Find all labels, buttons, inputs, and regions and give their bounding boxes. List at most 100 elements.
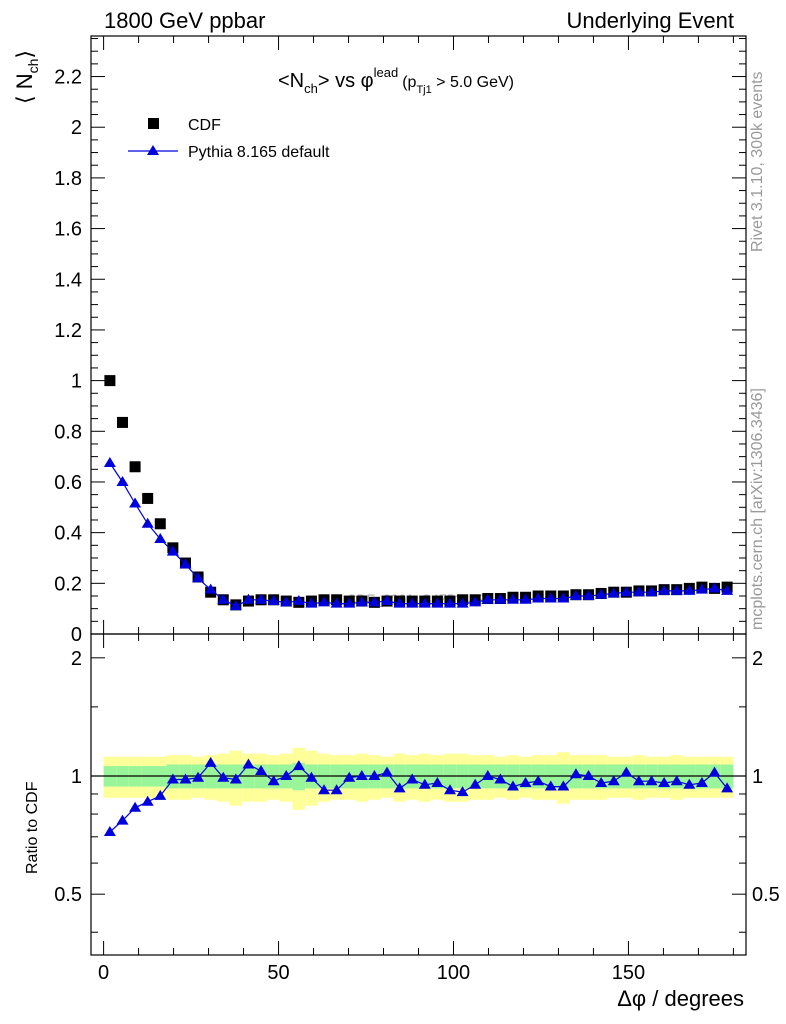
pythia-point — [393, 597, 406, 608]
main-ylabel: ⟨ Nch⟩ — [12, 50, 41, 104]
ratio-point — [355, 770, 368, 781]
pythia-point — [229, 600, 242, 611]
main-ytick-label: 0.4 — [54, 523, 82, 545]
ratio-xtick-label: 0 — [98, 962, 109, 984]
pythia-point — [166, 545, 179, 556]
pythia-point — [179, 558, 192, 569]
ratio-ytick-label: 0.5 — [54, 884, 82, 906]
ratio-ytick-label: 1 — [71, 766, 82, 788]
pythia-point — [620, 586, 633, 597]
ratio-point — [607, 775, 620, 786]
ratio-point — [620, 766, 633, 777]
pythia-point — [683, 584, 696, 595]
ratio-point — [242, 758, 255, 769]
ratio-point — [381, 766, 394, 777]
pythia-point — [318, 596, 331, 607]
ratio-point — [103, 826, 116, 837]
main-ytick-label: 1 — [71, 371, 82, 393]
pythia-point — [103, 456, 116, 467]
pythia-point — [141, 517, 154, 528]
ratio-point — [708, 766, 721, 777]
ratio-point — [494, 773, 507, 784]
pythia-point — [242, 593, 255, 604]
ratio-point — [116, 814, 129, 825]
legend-cdf-label: CDF — [188, 117, 221, 134]
ratio-point — [267, 775, 280, 786]
legend-pythia-label: Pythia 8.165 default — [188, 144, 330, 161]
main-ytick-label: 2 — [71, 117, 82, 139]
main-ytick-label: 0 — [71, 624, 82, 646]
ratio-point — [632, 775, 645, 786]
ratio-point — [280, 770, 293, 781]
pythia-point — [708, 582, 721, 593]
legend-cdf-marker — [148, 118, 159, 129]
main-ytick-label: 1.6 — [54, 219, 82, 241]
main-ytick-label: 0.2 — [54, 573, 82, 595]
ratio-point — [166, 773, 179, 784]
pythia-point — [506, 593, 519, 604]
ratio-xtick-label: 100 — [437, 962, 470, 984]
ratio-point — [721, 782, 734, 793]
ratio-ytick-label-right: 2 — [752, 648, 763, 670]
ratio-point — [330, 784, 343, 795]
ratio-point — [645, 775, 658, 786]
ratio-ylabel: Ratio to CDF — [24, 781, 41, 874]
ratio-point — [406, 773, 419, 784]
pythia-point — [670, 584, 683, 595]
main-ytick-label: 2.2 — [54, 67, 82, 89]
pythia-point — [557, 592, 570, 603]
main-ytick-label: 0.6 — [54, 472, 82, 494]
main-ytick-label: 1.2 — [54, 320, 82, 342]
pythia-point — [632, 586, 645, 597]
ratio-point — [595, 776, 608, 787]
legend-pythia-marker — [147, 145, 159, 155]
cdf-point — [129, 461, 141, 473]
pythia-point — [721, 584, 734, 595]
pythia-point — [305, 597, 318, 608]
pythia-point — [280, 596, 293, 607]
pythia-point — [519, 593, 532, 604]
ratio-axes: 0 50 100 150 0.5 0.5 1 1 2 2 — [54, 633, 780, 984]
ratio-point — [683, 778, 696, 789]
pythia-point — [116, 475, 129, 486]
ratio-point — [569, 768, 582, 779]
ratio-point — [443, 784, 456, 795]
pythia-point — [406, 597, 419, 608]
pythia-point — [569, 589, 582, 600]
ratio-point — [179, 773, 192, 784]
ratio-point — [393, 782, 406, 793]
ratio-point — [305, 771, 318, 782]
header-right: Underlying Event — [566, 8, 734, 33]
main-axes: 0 0.2 0.4 0.6 0.8 1 1.2 1.4 1.6 1.8 2 2.2 — [54, 35, 747, 646]
ratio-xtick-label: 150 — [612, 962, 645, 984]
ratio-point — [582, 770, 595, 781]
main-ytick-label: 0.8 — [54, 421, 82, 443]
cdf-point — [154, 518, 166, 530]
rivet-label: Rivet 3.1.10, 300k events — [749, 71, 766, 252]
ratio-point — [292, 760, 305, 771]
pythia-point — [469, 596, 482, 607]
cdf-point — [104, 375, 116, 387]
pythia-point — [431, 597, 444, 608]
mcplots-label: mcplots.cern.ch [arXiv:1306.3436] — [749, 388, 766, 630]
pythia-point — [494, 593, 507, 604]
pythia-point — [607, 587, 620, 598]
pythia-point — [154, 532, 167, 543]
ratio-point — [456, 786, 469, 797]
pythia-point — [343, 597, 356, 608]
pythia-point — [544, 592, 557, 603]
main-ytick-label: 1.4 — [54, 269, 82, 291]
ratio-series — [103, 756, 734, 837]
ratio-point — [418, 778, 431, 789]
main-ytick-label: 1.8 — [54, 168, 82, 190]
ratio-point — [129, 801, 142, 812]
pythia-point — [456, 597, 469, 608]
ratio-point — [255, 764, 268, 775]
ratio-point — [557, 780, 570, 791]
pythia-point — [330, 597, 343, 608]
main-title: <Nch> vs φlead(pTj1 > 5.0 GeV) — [278, 65, 514, 96]
ratio-point — [368, 770, 381, 781]
ratio-point — [532, 775, 545, 786]
ratio-point — [469, 778, 482, 789]
